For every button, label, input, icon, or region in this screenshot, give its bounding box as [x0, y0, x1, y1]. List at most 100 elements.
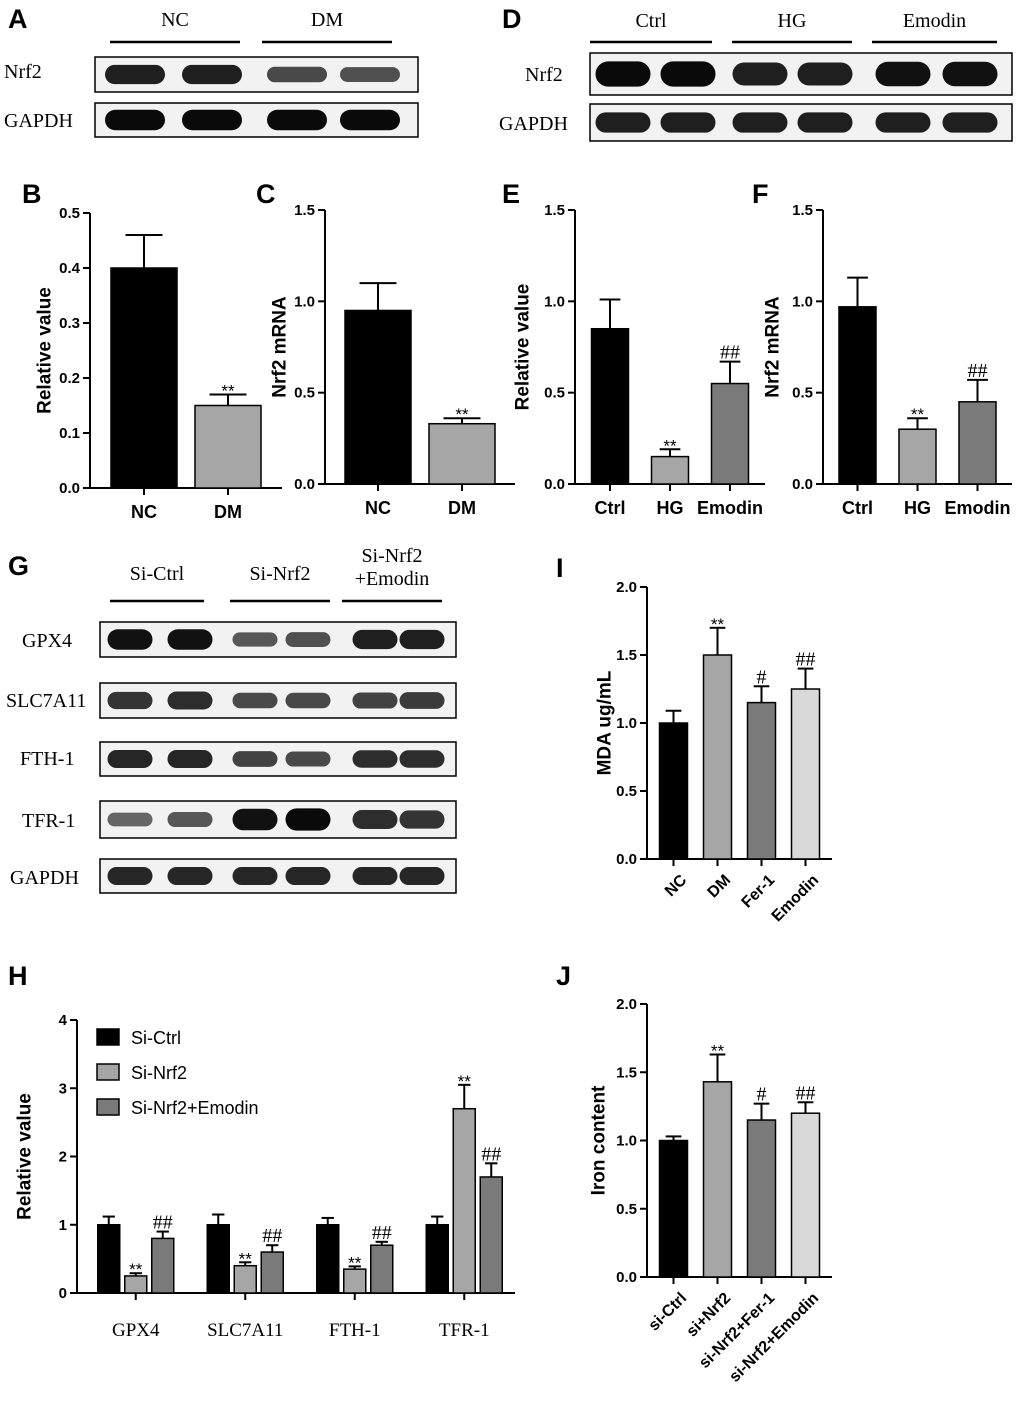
bar	[452, 1107, 476, 1294]
x-tick-label: si-Nrf2+Fer-1	[696, 1290, 778, 1372]
y-tick-label: 3	[59, 1080, 67, 1097]
blot-band	[107, 691, 153, 710]
bar	[650, 455, 690, 485]
bar	[702, 1081, 733, 1278]
significance-label: ##	[481, 1143, 501, 1165]
panel-letter-e: E	[502, 179, 520, 209]
significance-label: **	[129, 1260, 143, 1279]
y-tick-label: 0.5	[544, 385, 565, 402]
blot-band	[352, 750, 398, 768]
blot-band	[167, 629, 213, 650]
legend-swatch	[96, 1028, 120, 1046]
blot-row-label: GAPDH	[499, 113, 568, 135]
y-tick-label: 1.5	[616, 647, 637, 664]
y-tick-label: 0.5	[59, 205, 80, 222]
bar	[590, 327, 630, 485]
bar	[658, 722, 689, 860]
bar	[97, 1224, 121, 1294]
y-tick-label: 1.5	[294, 202, 315, 219]
blot-row-label: GPX4	[22, 630, 72, 652]
significance-label: **	[239, 1249, 253, 1268]
y-tick-label: 0.5	[792, 385, 813, 402]
blot-band	[595, 112, 651, 133]
blot-row-label: Nrf2	[525, 64, 563, 86]
group-label: NC	[161, 9, 189, 31]
y-tick-label: 0.0	[616, 851, 637, 868]
legend-label: Si-Ctrl	[131, 1028, 181, 1048]
y-tick-label: 0.0	[792, 476, 813, 493]
blot-band	[232, 751, 278, 767]
panel-letter-c: C	[256, 179, 276, 209]
panel-letter-h: H	[8, 961, 28, 991]
significance-label: ##	[153, 1212, 173, 1234]
y-tick-label: 0.5	[616, 1201, 637, 1218]
y-tick-label: 0.4	[59, 260, 81, 277]
bar	[206, 1224, 230, 1294]
bar	[194, 404, 262, 489]
legend-label: Si-Nrf2	[131, 1063, 187, 1083]
blot-band	[732, 112, 788, 133]
significance-label: #	[757, 666, 767, 688]
blot-band	[167, 691, 213, 710]
blot-band	[285, 866, 331, 886]
blot-row-label: TFR-1	[22, 810, 75, 832]
y-tick-label: 1.0	[616, 715, 637, 732]
panel-letter-i: I	[556, 553, 564, 583]
blot-panel-a: A NC DM Nrf2 GAPDH	[4, 4, 419, 138]
bar	[790, 1112, 821, 1278]
x-tick-label: DM	[214, 502, 242, 522]
bar	[838, 306, 877, 485]
blot-band	[182, 109, 242, 131]
blot-band	[167, 811, 213, 828]
y-tick-label: 0.5	[616, 783, 637, 800]
bar	[958, 401, 997, 485]
x-tick-label: Fer-1	[739, 872, 779, 912]
x-tick-label: Ctrl	[842, 498, 873, 518]
x-tick-label: Emodin	[769, 872, 823, 926]
significance-label: **	[911, 405, 925, 424]
significance-label: **	[458, 1072, 472, 1091]
group-label: Ctrl	[635, 10, 667, 32]
blot-band	[660, 61, 716, 87]
x-tick-label: HG	[904, 498, 931, 518]
y-tick-label: 0.0	[616, 1269, 637, 1286]
significance-label: #	[757, 1084, 767, 1106]
significance-label: **	[455, 405, 469, 424]
blot-band	[942, 61, 998, 87]
blot-band	[232, 692, 278, 709]
bar	[316, 1224, 340, 1294]
blot-band	[352, 866, 398, 886]
y-axis-label: Relative value	[15, 1093, 36, 1220]
bar	[343, 1268, 367, 1294]
panel-letter-b: B	[22, 179, 42, 209]
bar	[428, 422, 496, 485]
group-label: Si-Ctrl	[130, 563, 185, 585]
bar	[233, 1264, 257, 1294]
y-tick-label: 4	[59, 1012, 68, 1029]
blot-row-label: Nrf2	[4, 61, 42, 83]
blot-band	[732, 62, 788, 86]
y-axis-label: Nrf2 mRNA	[763, 296, 784, 398]
blot-band	[352, 692, 398, 709]
y-tick-label: 1.5	[792, 202, 813, 219]
group-label: Emodin	[903, 10, 966, 32]
y-axis-label: Relative value	[35, 287, 56, 414]
blot-band	[399, 750, 445, 768]
significance-label: ##	[968, 360, 988, 382]
y-axis-label: MDA ug/mL	[595, 670, 616, 775]
legend-swatch	[96, 1063, 120, 1081]
x-tick-label: HG	[657, 498, 684, 518]
x-tick-label: FTH-1	[329, 1320, 381, 1341]
group-label: HG	[778, 10, 807, 32]
bar	[702, 654, 733, 860]
chart-h: H 0 1 2 3 4 Relative value ** ## GPX4 ** ## SLC7A11 *…	[8, 961, 515, 1341]
bar	[710, 382, 750, 485]
blot-band	[340, 109, 400, 131]
blot-band	[107, 629, 153, 650]
blot-panel-d: D Ctrl HG Emodin Nrf2 GAPDH	[499, 4, 1013, 142]
blot-band	[660, 112, 716, 133]
bar	[746, 1119, 777, 1278]
bar	[479, 1176, 503, 1294]
